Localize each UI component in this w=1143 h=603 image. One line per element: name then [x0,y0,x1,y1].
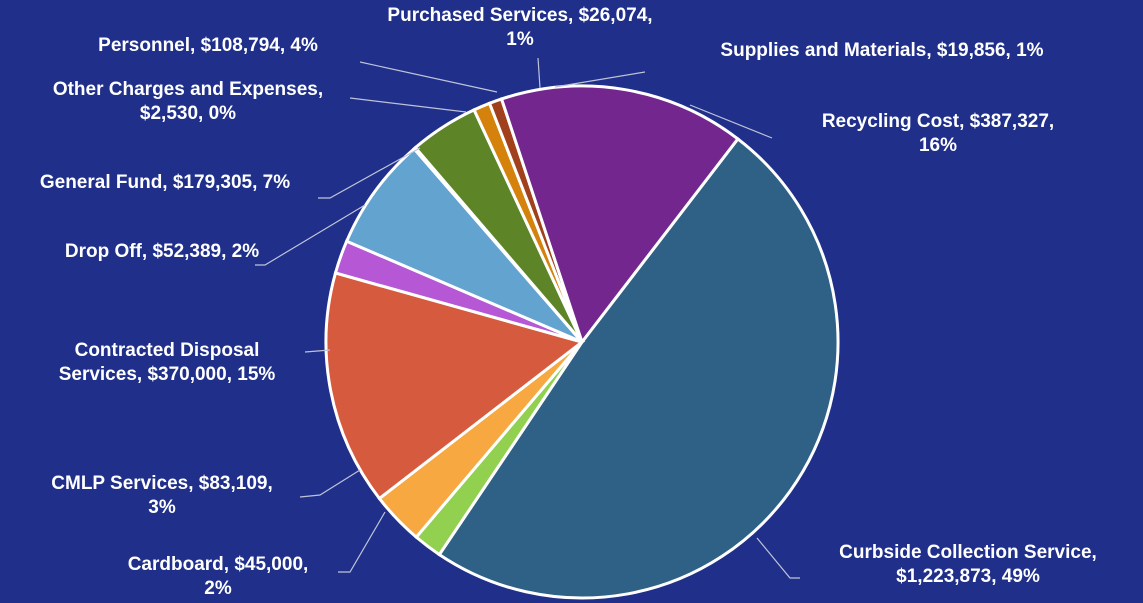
data-label-line: CMLP Services, $83,109, [51,473,272,494]
data-label: General Fund, $179,305, 7% [40,172,290,193]
leader-line [359,61,498,93]
data-label: Cardboard, $45,000, 2% [128,554,309,599]
data-label-line: 2% [204,578,232,599]
data-label: Curbside Collection Service, $1,223,873, … [839,542,1097,587]
data-label-line: Cardboard, $45,000, [128,554,309,575]
pie-slice-curbside-collection-service [437,136,840,600]
data-label-line: Purchased Services, $26,074, [387,5,652,26]
pie-slices [324,84,840,600]
data-labels: Curbside Collection Service, $1,223,873, … [40,5,1097,599]
data-label: Contracted Disposal Services, $370,000, 1… [59,340,276,385]
data-label-line: $1,223,873, 49% [896,566,1040,587]
data-label-line: $2,530, 0% [140,103,236,124]
data-label: Personnel, $108,794, 4% [98,35,318,56]
leader-line [299,469,361,498]
data-label: Recycling Cost, $387,327, 16% [822,111,1054,156]
pie-slice-contracted-disposal-services [324,271,586,501]
leader-line [756,537,800,579]
data-label: Supplies and Materials, $19,856, 1% [720,40,1043,61]
data-label: Drop Off, $52,389, 2% [65,241,259,262]
data-label: Purchased Services, $26,074, 1% [387,5,652,50]
data-label-line: 3% [148,497,176,518]
leader-line [255,204,366,266]
data-label-line: Personnel, $108,794, 4% [98,35,318,56]
leader-line [554,71,646,88]
data-label-line: 16% [919,135,957,156]
data-label: Other Charges and Expenses, $2,530, 0% [53,79,323,124]
data-label-line: General Fund, $179,305, 7% [40,172,290,193]
leader-line [318,147,421,199]
leader-line [338,511,386,573]
leader-line [537,57,541,89]
data-label-line: Supplies and Materials, $19,856, 1% [720,40,1043,61]
data-label-line: Other Charges and Expenses, [53,79,323,100]
leader-line [304,349,331,353]
data-label-line: Contracted Disposal [75,340,260,361]
data-label-line: Recycling Cost, $387,327, [822,111,1054,132]
data-label: CMLP Services, $83,109, 3% [51,473,272,518]
data-label-line: Curbside Collection Service, [839,542,1097,563]
leader-lines [255,57,800,579]
leader-line [349,97,467,113]
data-label-line: Services, $370,000, 15% [59,364,276,385]
data-label-line: Drop Off, $52,389, 2% [65,241,259,262]
data-label-line: 1% [506,29,534,50]
pie-slice-general-fund [344,146,584,344]
leader-line [689,104,773,139]
pie-slice-recycling-cost [499,84,740,346]
